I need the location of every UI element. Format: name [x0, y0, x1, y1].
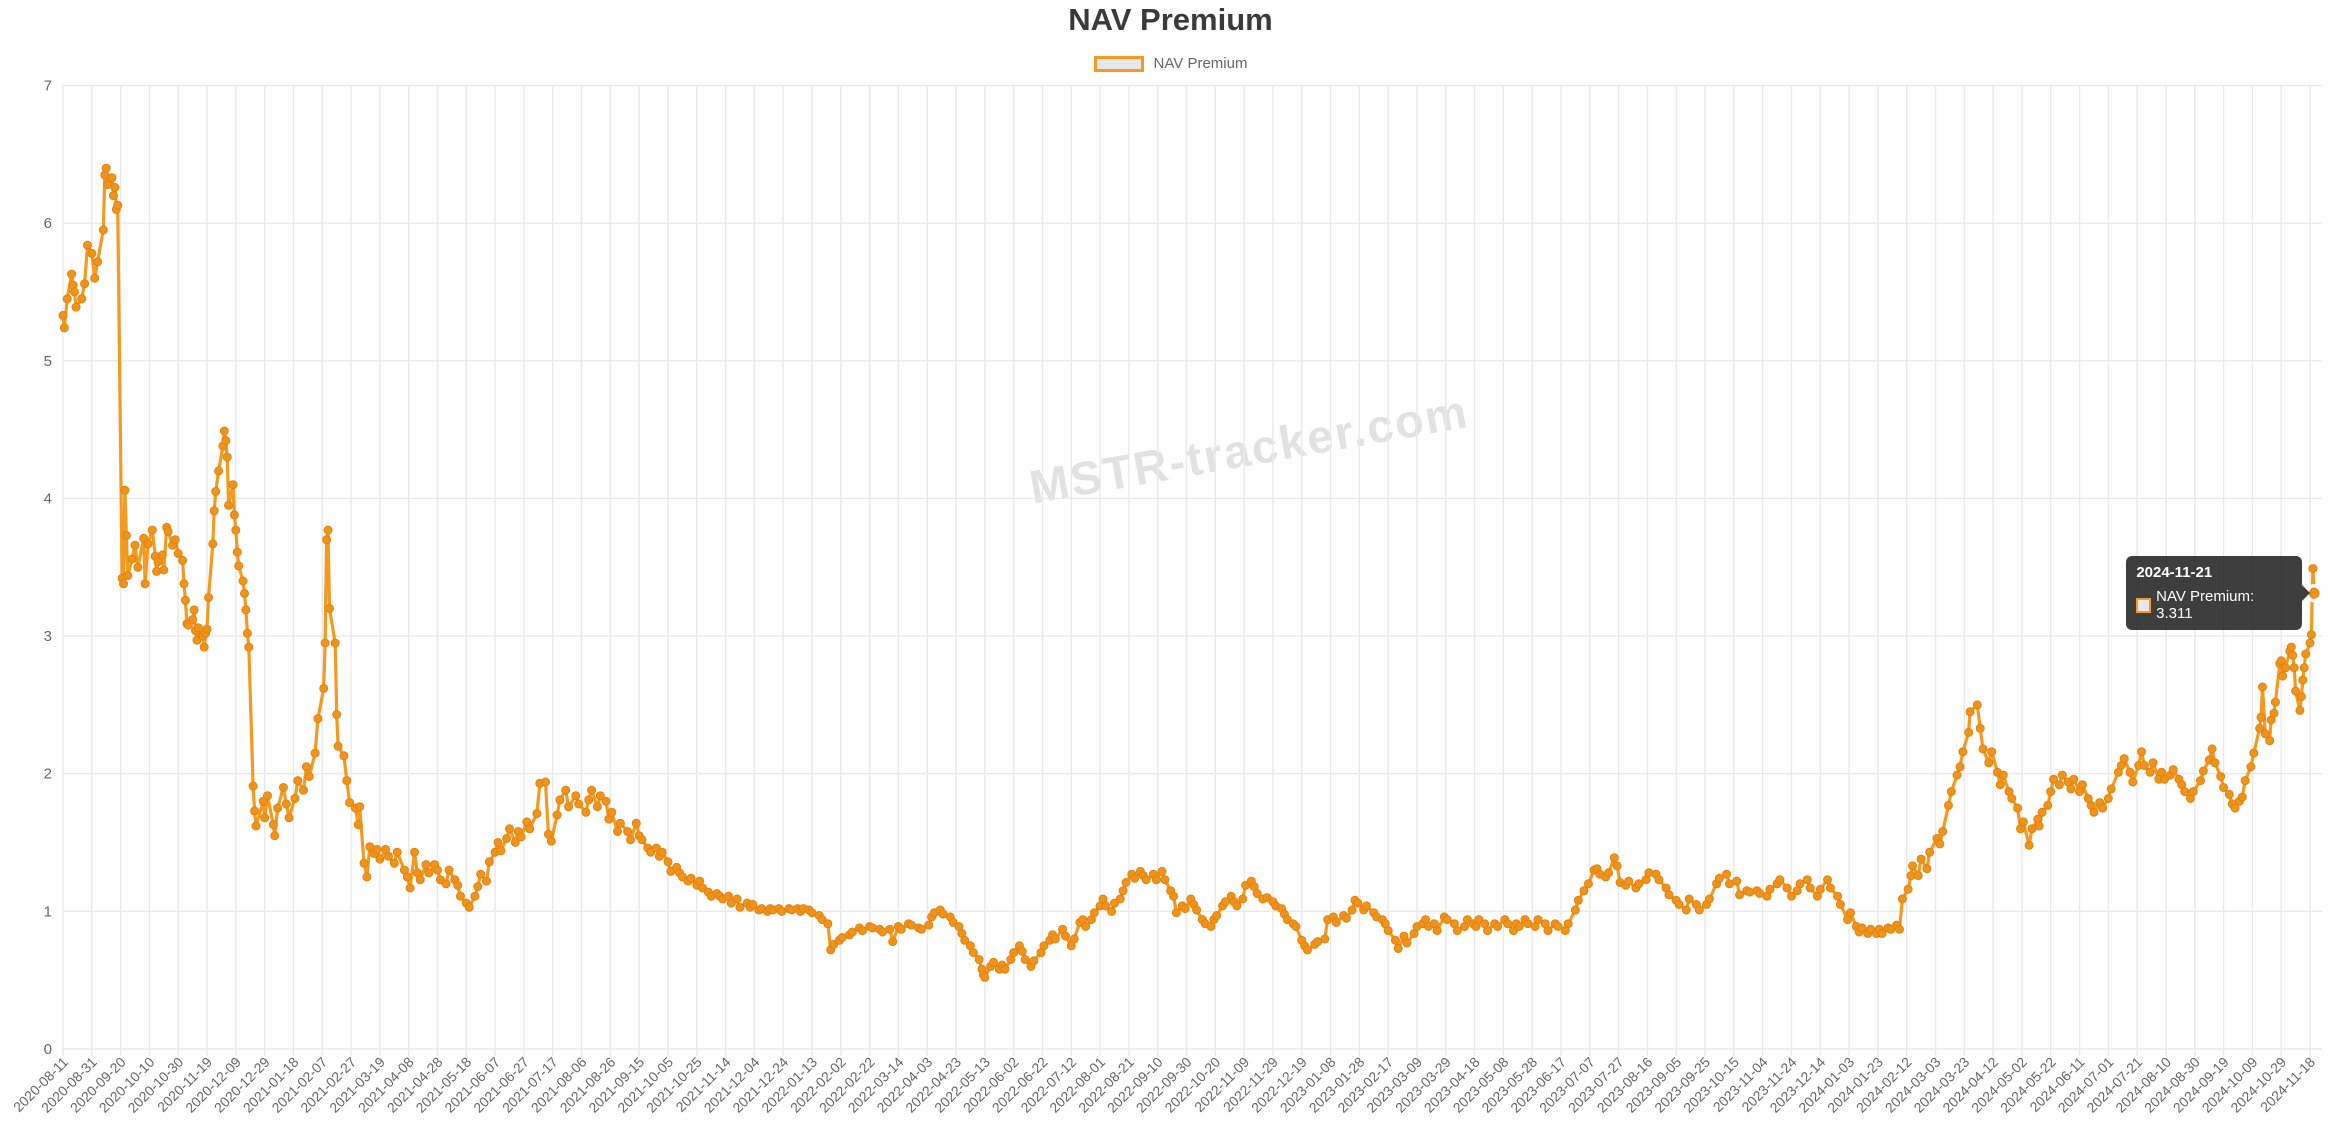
svg-text:3: 3	[44, 628, 52, 645]
tooltip-value: NAV Premium: 3.311	[2156, 588, 2255, 623]
svg-text:2: 2	[44, 766, 52, 783]
svg-text:7: 7	[44, 78, 52, 95]
svg-text:5: 5	[44, 353, 52, 370]
tooltip-swatch-icon	[2136, 597, 2152, 613]
svg-text:0: 0	[44, 1041, 52, 1058]
chart-title: NAV Premium	[1068, 2, 1273, 37]
legend-item-nav-premium[interactable]: NAV Premium	[0, 55, 2341, 72]
svg-text:6: 6	[44, 215, 52, 232]
tooltip: 2024-11-21 NAV Premium: 3.311	[2126, 556, 2311, 631]
tooltip-date: 2024-11-21	[2136, 564, 2213, 582]
svg-text:1: 1	[44, 903, 52, 920]
legend-swatch-icon	[1093, 55, 1144, 72]
svg-text:4: 4	[44, 490, 52, 507]
legend-label: NAV Premium	[1153, 55, 1248, 72]
